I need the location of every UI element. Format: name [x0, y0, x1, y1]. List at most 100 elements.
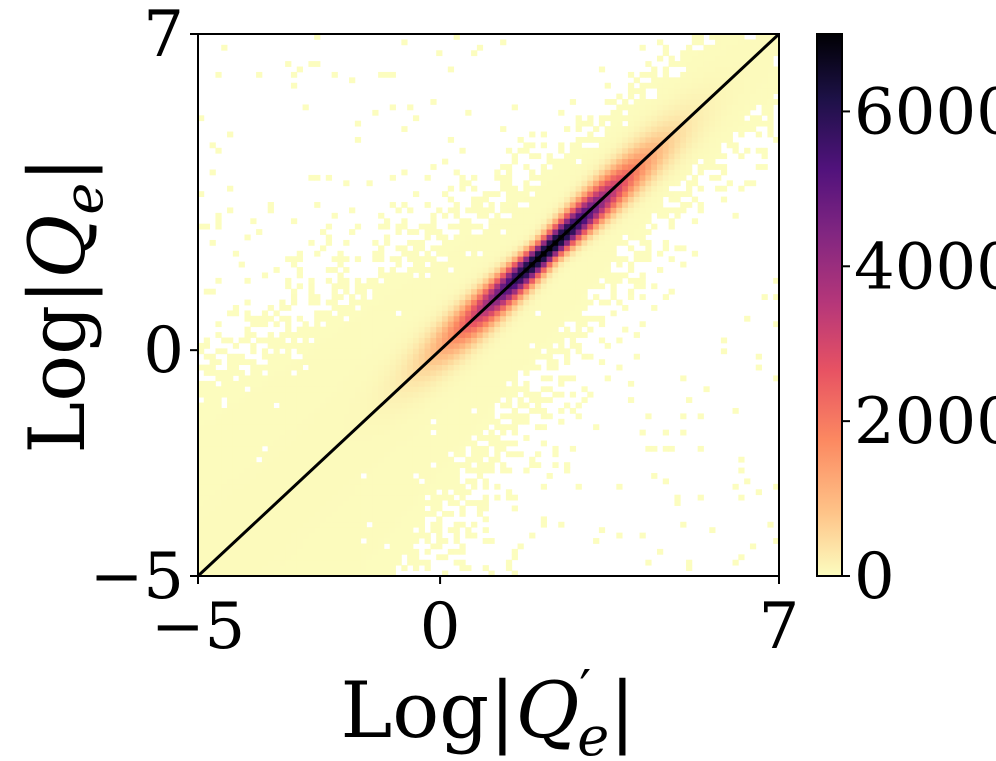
heatmap-cell: [598, 321, 606, 328]
heatmap-cell: [203, 516, 211, 523]
heatmap-cell: [459, 483, 466, 490]
heatmap-cell: [680, 202, 687, 208]
heatmap-cell: [314, 294, 321, 300]
heatmap-cell: [407, 429, 414, 436]
heatmap-cell: [534, 218, 542, 225]
heatmap-cell: [215, 348, 222, 355]
heatmap-cell: [354, 489, 362, 496]
heatmap-cell: [604, 218, 611, 225]
heatmap-cell: [645, 169, 652, 176]
heatmap-cell: [232, 413, 240, 420]
heatmap-cell: [691, 50, 699, 57]
heatmap-cell: [465, 245, 472, 252]
heatmap-cell: [296, 467, 303, 474]
heatmap-cell: [587, 283, 594, 290]
heatmap-cell: [471, 337, 478, 344]
heatmap-cell: [325, 234, 333, 241]
heatmap-cell: [203, 462, 211, 468]
heatmap-cell: [581, 158, 588, 165]
heatmap-cell: [691, 66, 699, 73]
heatmap-cell: [604, 267, 611, 273]
heatmap-cell: [511, 245, 518, 252]
heatmap-cell: [256, 570, 263, 577]
heatmap-cell: [552, 185, 559, 192]
heatmap-cell: [343, 413, 350, 420]
heatmap-cell: [482, 245, 489, 252]
heatmap-cell: [482, 353, 489, 360]
heatmap-cell: [412, 348, 420, 355]
heatmap-cell: [372, 283, 379, 290]
heatmap-cell: [366, 380, 373, 387]
heatmap-cell: [424, 321, 431, 328]
heatmap-cell: [738, 153, 745, 160]
heatmap-cell: [616, 337, 623, 344]
heatmap-cell: [540, 234, 547, 241]
heatmap-cell: [198, 348, 205, 355]
heatmap-cell: [383, 565, 391, 571]
heatmap-cell: [302, 462, 309, 468]
heatmap-cell: [436, 277, 443, 284]
heatmap-cell: [633, 77, 640, 84]
heatmap-cell: [360, 543, 367, 550]
heatmap-cell: [412, 505, 420, 512]
heatmap-cell: [343, 288, 350, 295]
heatmap-cell: [209, 489, 216, 496]
heatmap-cell: [337, 413, 344, 420]
heatmap-cell: [616, 483, 623, 490]
heatmap-cell: [453, 407, 460, 414]
heatmap-cell: [720, 77, 728, 84]
heatmap-cell: [424, 283, 431, 290]
heatmap-cell: [633, 191, 640, 197]
heatmap-cell: [366, 532, 373, 539]
heatmap-cell: [209, 440, 216, 447]
heatmap-cell: [674, 494, 681, 501]
heatmap-cell: [715, 93, 722, 100]
heatmap-cell: [366, 277, 373, 284]
heatmap-cell: [720, 185, 728, 192]
heatmap-cell: [651, 223, 658, 230]
heatmap-cell: [366, 391, 373, 398]
heatmap-cell: [383, 326, 391, 333]
heatmap-cell: [203, 473, 211, 479]
heatmap-cell: [447, 440, 455, 447]
heatmap-cell: [587, 261, 594, 268]
heatmap-cell: [564, 256, 571, 263]
heatmap-cell: [227, 370, 234, 376]
heatmap-cell: [401, 473, 408, 479]
heatmap-cell: [401, 510, 408, 517]
heatmap-cell: [651, 158, 658, 165]
heatmap-cell: [523, 386, 530, 393]
x-axis-label-sub: e: [577, 705, 609, 761]
heatmap-cell: [279, 510, 286, 517]
heatmap-cell: [436, 478, 443, 485]
x-axis-label: Log|Q′ e|: [341, 660, 636, 761]
heatmap-cell: [372, 548, 379, 555]
heatmap-cell: [261, 538, 269, 544]
heatmap-cell: [372, 451, 379, 458]
heatmap-cell: [511, 294, 518, 300]
heatmap-cell: [285, 538, 292, 544]
heatmap-cell: [418, 532, 425, 539]
heatmap-cell: [604, 212, 611, 219]
heatmap-cell: [378, 413, 385, 420]
heatmap-cell: [372, 516, 379, 523]
heatmap-cell: [349, 473, 356, 479]
heatmap-cell: [442, 364, 449, 371]
heatmap-cell: [308, 342, 315, 349]
heatmap-cell: [540, 516, 547, 523]
heatmap-cell: [610, 153, 617, 160]
heatmap-cell: [302, 429, 309, 436]
heatmap-cell: [366, 429, 373, 436]
heatmap-cell: [529, 305, 536, 311]
heatmap-cell: [715, 147, 722, 154]
heatmap-cell: [767, 55, 774, 62]
heatmap-cell: [587, 299, 594, 306]
heatmap-cell: [639, 104, 646, 111]
heatmap-cell: [203, 521, 211, 528]
heatmap-cell: [221, 44, 228, 51]
heatmap-cell: [552, 245, 559, 252]
heatmap-cell: [366, 483, 373, 490]
heatmap-cell: [250, 494, 257, 501]
heatmap-cell: [517, 196, 524, 203]
heatmap-cell: [569, 391, 577, 398]
